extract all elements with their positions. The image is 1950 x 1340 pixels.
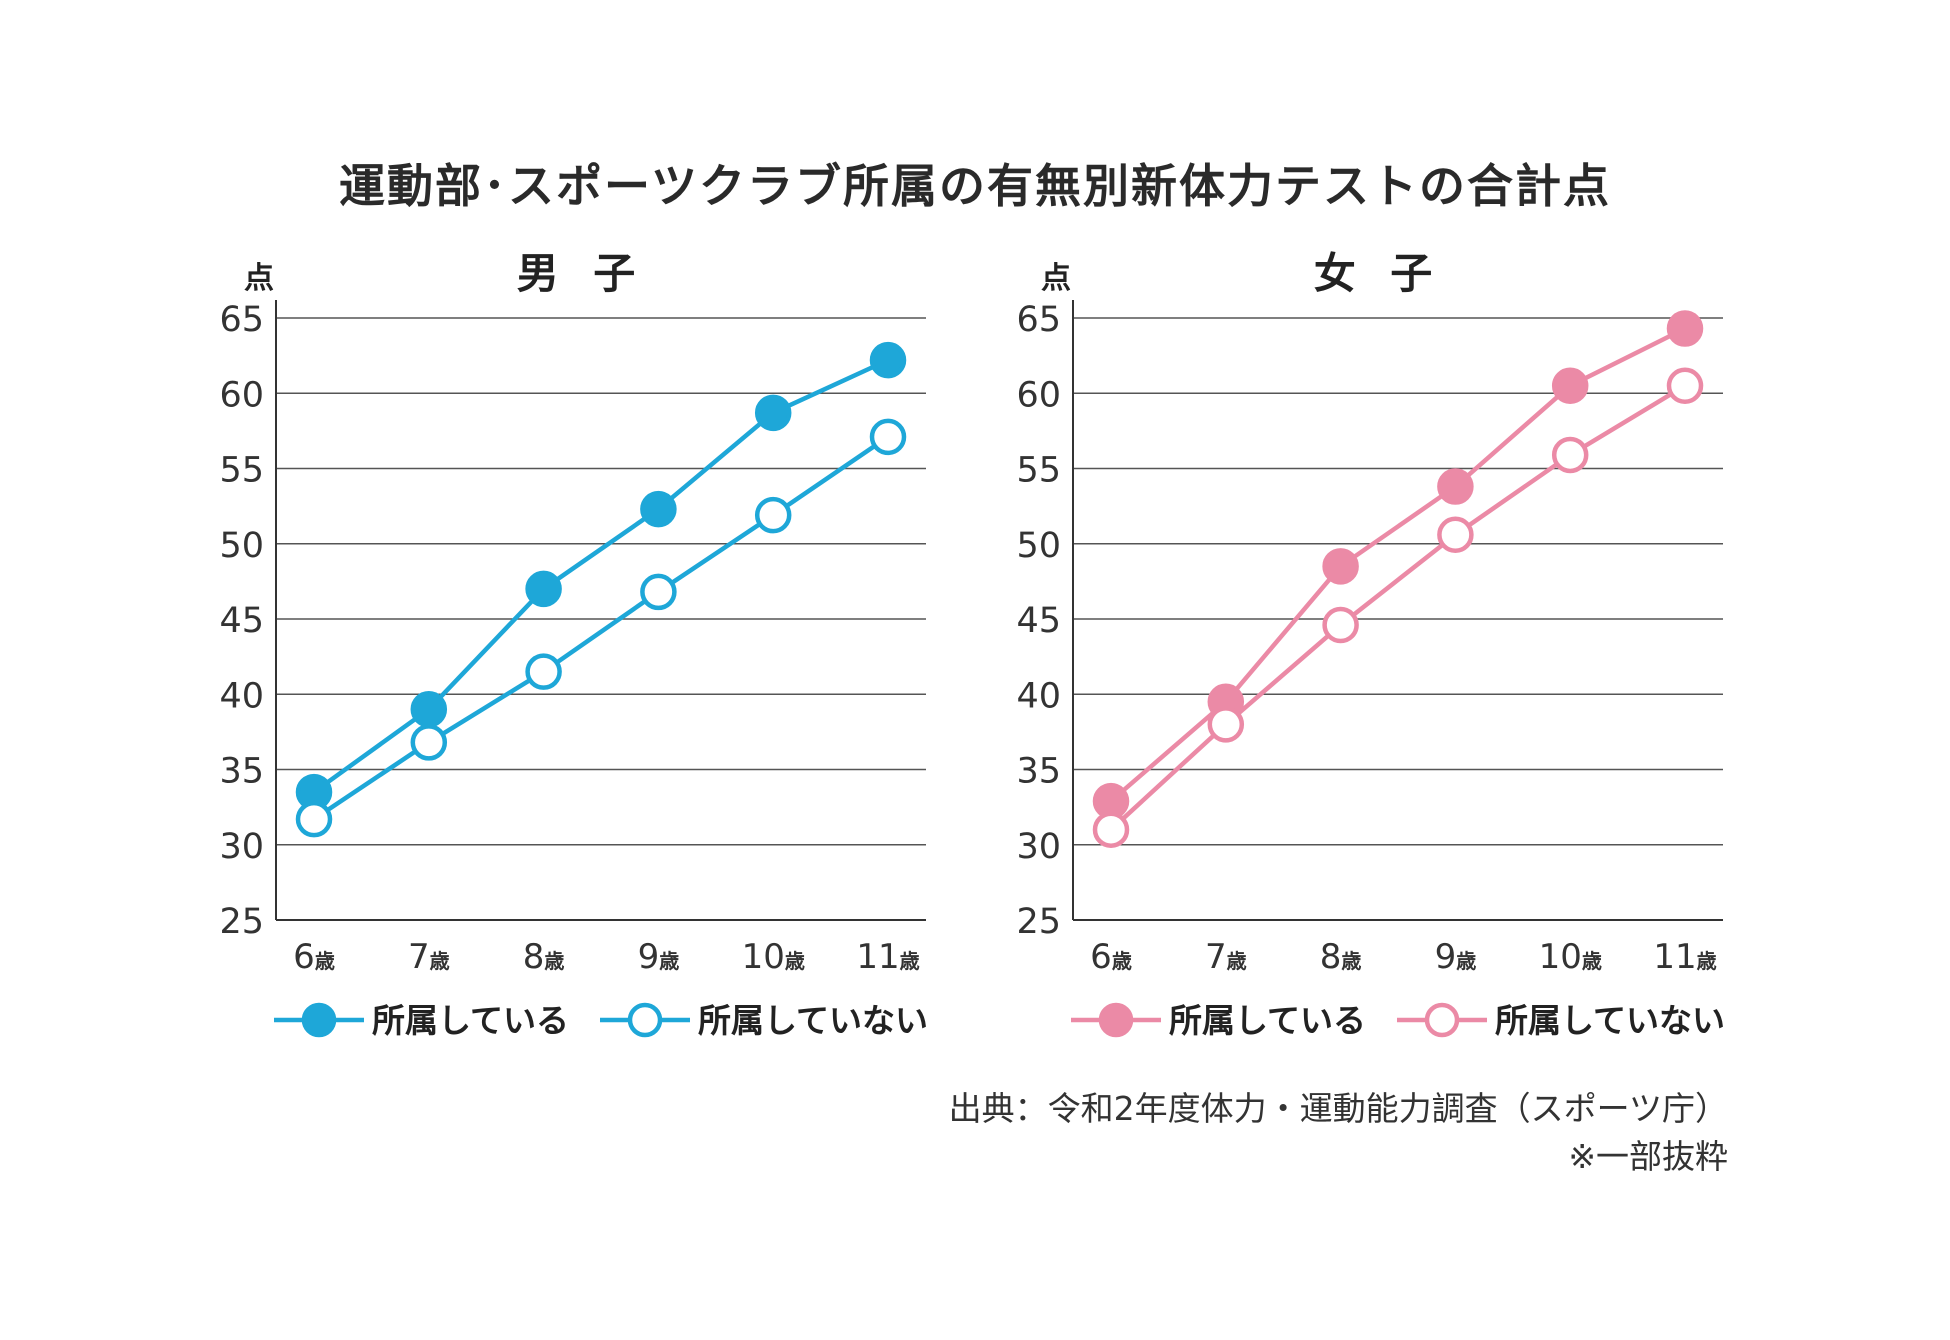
data-point: [525, 570, 562, 608]
source-block: 出典：令和2年度体力・運動能力調査（スポーツ庁） ※一部抜粋: [949, 1085, 1728, 1181]
data-point: [1207, 706, 1245, 743]
data-point: [410, 724, 448, 761]
data-point: [1322, 548, 1359, 585]
y-tick-label: 55: [1016, 451, 1061, 491]
series-line-nonmember: [312, 435, 890, 822]
data-point: [640, 490, 677, 528]
y-tick-label: 55: [219, 451, 264, 491]
data-point: [754, 394, 792, 432]
data-point: [1666, 367, 1704, 404]
y-tick-label: 30: [219, 827, 264, 867]
data-point: [295, 800, 333, 838]
data-point: [1437, 468, 1474, 505]
legend-label: 所属していない: [1495, 1001, 1725, 1040]
legend-marker: [1424, 1002, 1460, 1038]
y-tick-label: 40: [219, 676, 264, 716]
source-text: 出典：令和2年度体力・運動能力調査（スポーツ庁）: [948, 1089, 1728, 1128]
panel-title: 男 子: [517, 249, 646, 298]
data-point: [754, 496, 792, 534]
series-line-member: [1109, 326, 1687, 803]
y-unit-label: 点: [1041, 261, 1071, 296]
source-note: ※一部抜粋: [1568, 1137, 1728, 1176]
x-tick-label: 7歳: [1205, 937, 1247, 977]
y-tick-label: 45: [1016, 601, 1061, 641]
x-tick-label: 6歳: [1090, 937, 1132, 977]
chart-title: 運動部･スポーツクラブ所属の有無別新体力テストの合計点: [338, 159, 1612, 213]
y-tick-label: 25: [219, 902, 264, 942]
y-tick-label: 65: [1016, 300, 1061, 340]
y-tick-label: 50: [1016, 526, 1061, 566]
x-tick-label: 8歳: [1320, 937, 1362, 977]
panel-title: 女 子: [1314, 249, 1443, 298]
panel-boys: 25 30 35 40 45 50 55 60 65 点 男 子 6歳 7歳 8歳 9歳 10歳 11歳所属して…: [219, 249, 928, 1040]
legend-label: 所属している: [372, 1001, 569, 1040]
y-tick-label: 65: [219, 300, 264, 340]
data-point: [869, 418, 907, 456]
x-tick-label: 8歳: [523, 937, 565, 977]
data-point: [1551, 367, 1589, 404]
data-point: [869, 341, 907, 379]
legend-label: 所属している: [1169, 1001, 1366, 1040]
data-point: [1437, 516, 1474, 553]
x-tick-label: 10歳: [1539, 937, 1602, 977]
y-tick-label: 35: [219, 752, 264, 792]
y-tick-label: 35: [1016, 752, 1061, 792]
data-point: [410, 691, 448, 728]
legend-marker: [627, 1002, 663, 1038]
y-tick-label: 25: [1016, 902, 1061, 942]
panel-girls: 25 30 35 40 45 50 55 60 65 点 女 子 6歳 7歳 8歳 9歳 10歳 11歳所属して…: [1016, 249, 1725, 1040]
x-tick-label: 11歳: [856, 937, 919, 977]
y-tick-label: 40: [1016, 676, 1061, 716]
legend-label: 所属していない: [698, 1001, 928, 1040]
y-tick-label: 60: [1016, 375, 1061, 415]
series-line-nonmember: [1109, 383, 1687, 832]
y-tick-label: 45: [219, 601, 264, 641]
x-tick-label: 11歳: [1653, 937, 1716, 977]
x-tick-label: 9歳: [638, 937, 680, 977]
data-point: [1666, 310, 1704, 347]
data-point: [1551, 436, 1589, 474]
data-point: [525, 653, 562, 690]
y-unit-label: 点: [244, 261, 274, 296]
data-point: [1322, 606, 1359, 644]
y-tick-label: 60: [219, 375, 264, 415]
x-tick-label: 6歳: [293, 937, 335, 977]
series-line-member: [312, 358, 889, 794]
x-tick-label: 9歳: [1435, 937, 1477, 977]
x-tick-label: 7歳: [408, 937, 450, 977]
legend-marker: [1098, 1002, 1134, 1038]
y-tick-label: 30: [1016, 827, 1061, 867]
x-tick-label: 10歳: [742, 937, 805, 977]
legend-marker: [301, 1002, 337, 1038]
y-tick-label: 50: [219, 526, 264, 566]
data-point: [1092, 811, 1130, 848]
data-point: [640, 573, 677, 611]
